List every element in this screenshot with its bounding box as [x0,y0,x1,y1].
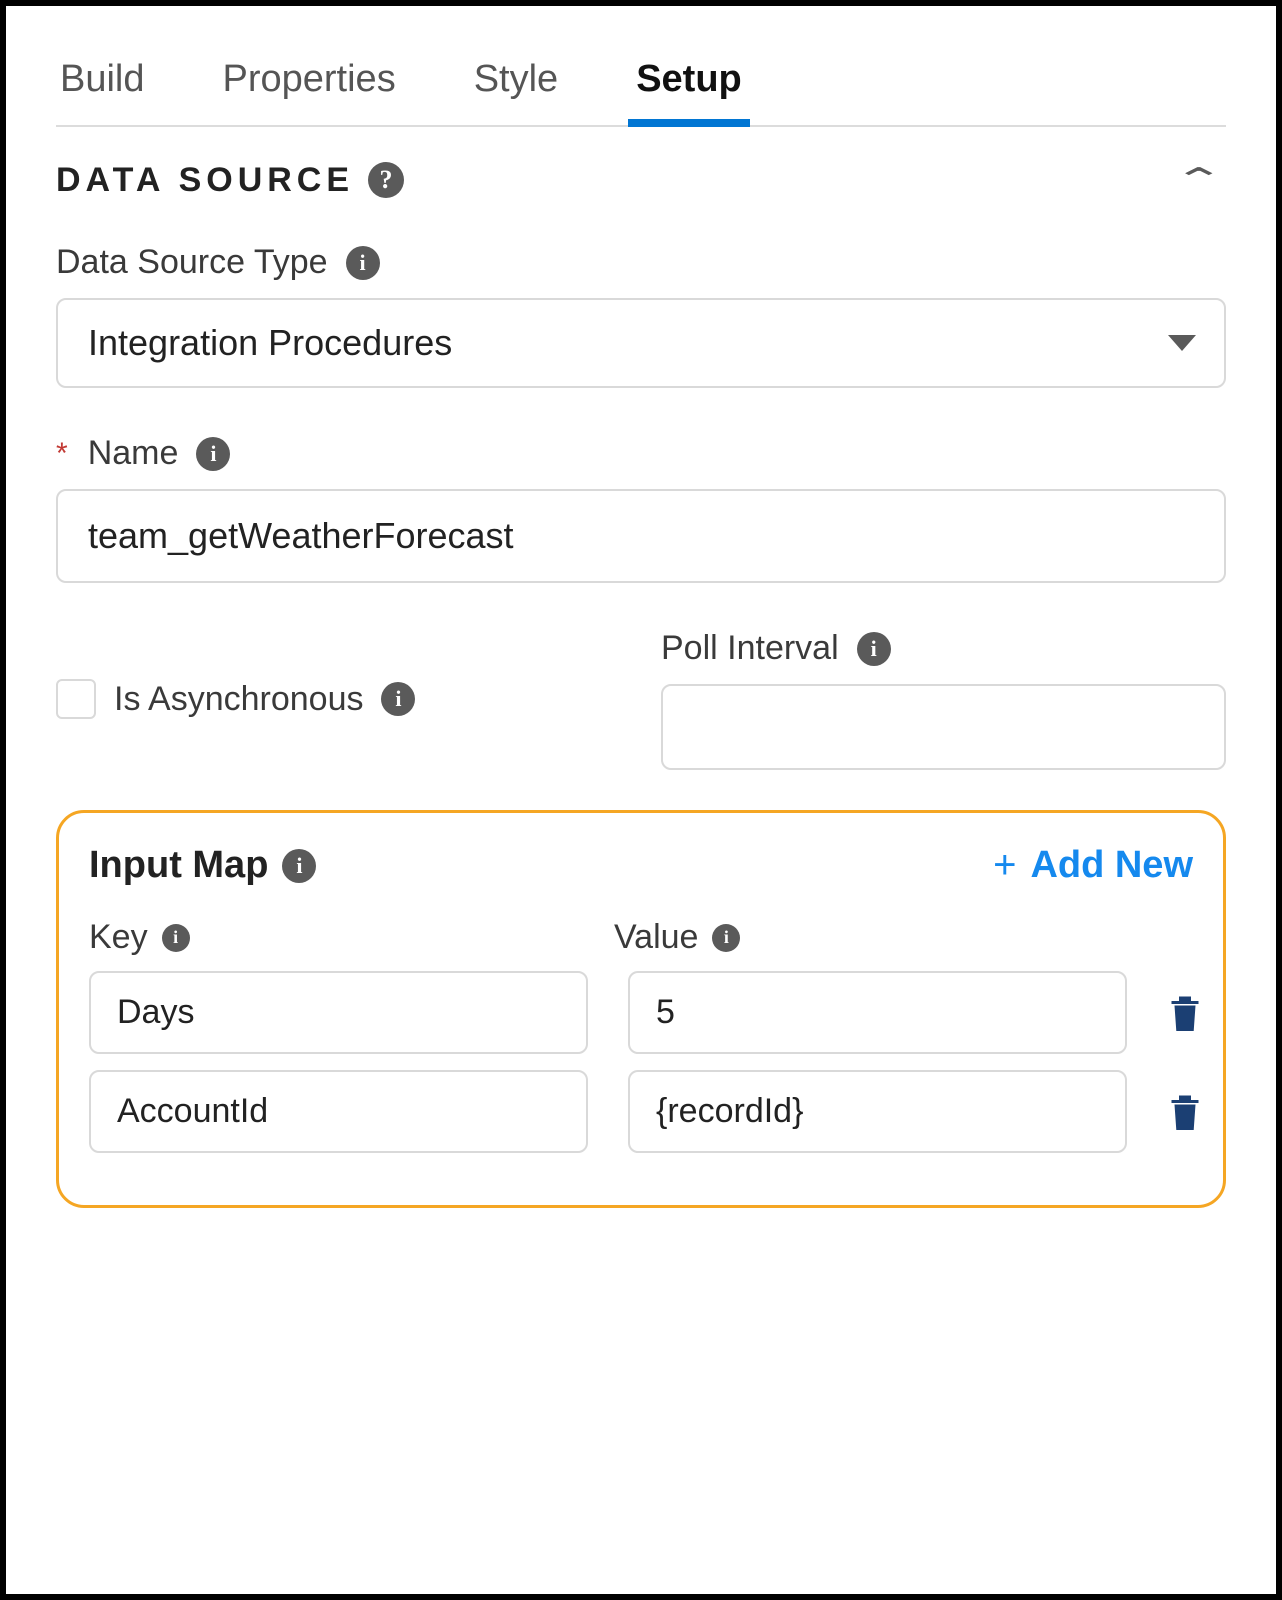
input-map-header: Input Map i + Add New [89,843,1193,888]
input-map-key-input[interactable] [89,1070,588,1153]
is-asynchronous-field: Is Asynchronous i [56,629,621,719]
plus-icon: + [993,843,1016,888]
info-icon[interactable]: i [196,437,230,471]
chevron-down-icon [1168,335,1196,351]
tab-style[interactable]: Style [470,46,562,125]
delete-row-button[interactable] [1167,1091,1203,1133]
name-label-row: * Name i [56,434,1226,473]
key-header: Key [89,918,148,957]
delete-row-button[interactable] [1167,992,1203,1034]
setup-panel: Build Properties Style Setup DATA SOURCE… [0,0,1282,1600]
input-map-row [89,971,1193,1054]
is-asynchronous-label: Is Asynchronous [114,680,363,719]
info-icon[interactable]: i [712,924,740,952]
input-map-row [89,1070,1193,1153]
data-source-type-value: Integration Procedures [88,322,452,364]
input-map-headers: Key i Value i [89,918,1193,957]
data-source-type-label: Data Source Type [56,243,328,282]
section-title-wrap: DATA SOURCE ? [56,161,404,200]
data-source-section-header[interactable]: DATA SOURCE ? ⌃ [56,157,1226,203]
name-label: Name [88,434,179,473]
tab-bar: Build Properties Style Setup [56,46,1226,127]
input-map-title: Input Map [89,844,268,887]
poll-interval-field: Poll Interval i [661,629,1226,770]
input-map-value-input[interactable] [628,1070,1127,1153]
trash-icon [1167,1091,1203,1133]
input-map-key-input[interactable] [89,971,588,1054]
data-source-type-select[interactable]: Integration Procedures [56,298,1226,388]
chevron-up-icon[interactable]: ⌃ [1172,162,1226,199]
tab-setup[interactable]: Setup [632,46,746,125]
tab-properties[interactable]: Properties [219,46,400,125]
info-icon[interactable]: i [857,632,891,666]
name-field: * Name i [56,434,1226,583]
section-title: DATA SOURCE [56,161,354,200]
info-icon[interactable]: i [162,924,190,952]
value-header: Value [614,918,698,957]
data-source-type-label-row: Data Source Type i [56,243,1226,282]
info-icon[interactable]: i [381,682,415,716]
input-map-value-input[interactable] [628,971,1127,1054]
poll-interval-label: Poll Interval [661,629,839,668]
poll-interval-input[interactable] [661,684,1226,770]
input-map-section: Input Map i + Add New Key i Value i [56,810,1226,1208]
info-icon[interactable]: i [346,246,380,280]
tab-build[interactable]: Build [56,46,149,125]
add-new-label: Add New [1030,844,1193,887]
name-input[interactable] [56,489,1226,583]
info-icon[interactable]: i [282,849,316,883]
async-poll-row: Is Asynchronous i Poll Interval i [56,629,1226,770]
data-source-type-field: Data Source Type i Integration Procedure… [56,243,1226,388]
help-icon[interactable]: ? [368,162,404,198]
is-asynchronous-checkbox[interactable] [56,679,96,719]
required-indicator: * [56,437,68,471]
trash-icon [1167,992,1203,1034]
add-new-button[interactable]: + Add New [993,843,1193,888]
